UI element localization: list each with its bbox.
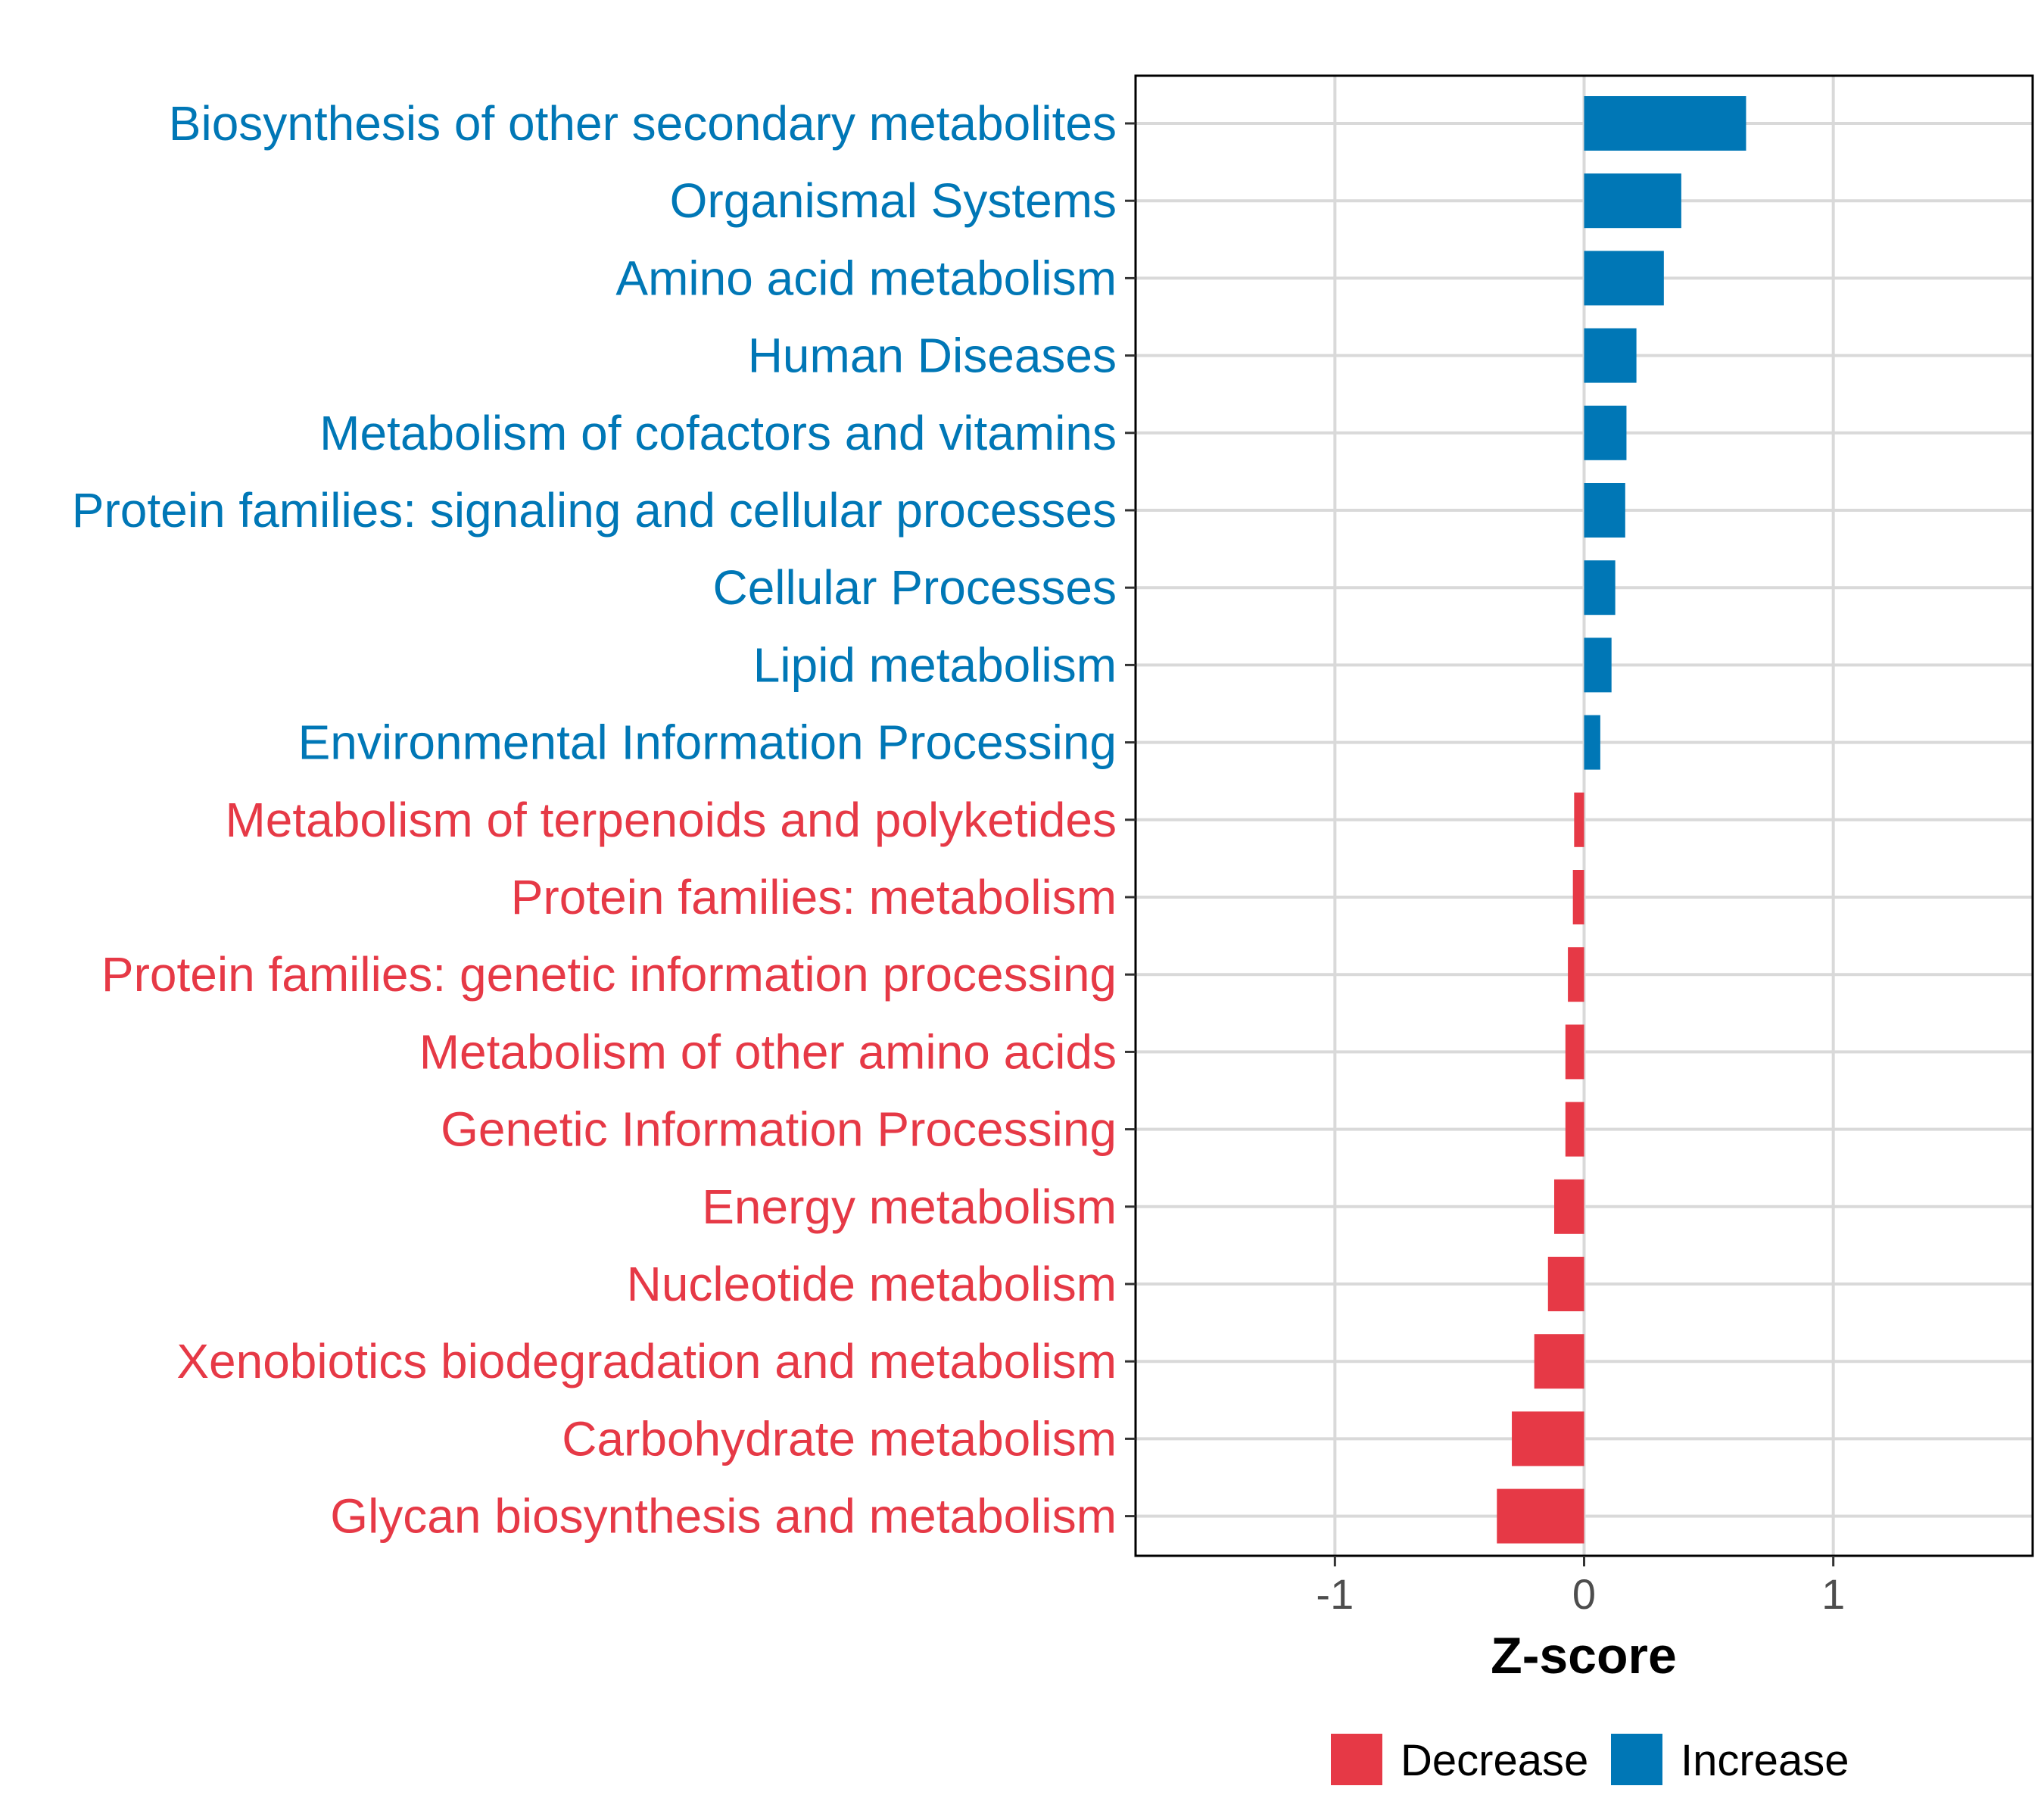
category-label: Energy metabolism [702, 1180, 1117, 1234]
bar [1584, 483, 1625, 538]
bar [1547, 1257, 1584, 1311]
bar [1584, 715, 1600, 770]
bar [1584, 96, 1746, 151]
category-label: Lipid metabolism [753, 637, 1117, 692]
category-label: Organismal Systems [670, 173, 1117, 228]
x-tick-label: 0 [1572, 1570, 1596, 1618]
category-label: Cellular Processes [712, 560, 1117, 615]
category-label: Nucleotide metabolism [627, 1257, 1117, 1311]
category-label: Human Diseases [748, 329, 1117, 383]
x-axis-title: Z-score [1491, 1627, 1677, 1685]
bar [1584, 251, 1664, 306]
category-label: Genetic Information Processing [441, 1102, 1117, 1157]
category-label: Glycan biosynthesis and metabolism [330, 1489, 1117, 1544]
category-label: Carbohydrate metabolism [562, 1411, 1117, 1466]
category-label: Xenobiotics biodegradation and metabolis… [176, 1334, 1117, 1388]
bar [1512, 1411, 1584, 1466]
x-axis: -1 0 1 [1316, 1556, 1845, 1618]
bars [1497, 96, 1746, 1544]
category-label: Biosynthesis of other secondary metaboli… [169, 96, 1117, 151]
category-label: Metabolism of terpenoids and polyketides [225, 793, 1117, 847]
y-ticks [1125, 122, 1136, 1518]
category-label: Metabolism of cofactors and vitamins [319, 406, 1117, 460]
bar [1584, 173, 1681, 229]
bar [1584, 637, 1612, 693]
bar [1584, 328, 1637, 383]
legend-label-decrease: Decrease [1401, 1736, 1588, 1785]
bar [1584, 405, 1627, 460]
category-label: Protein families: genetic information pr… [101, 947, 1117, 1002]
category-label: Protein families: metabolism [511, 870, 1117, 924]
bar [1497, 1488, 1584, 1544]
bar [1572, 870, 1584, 924]
legend-label-increase: Increase [1681, 1736, 1849, 1785]
bar [1568, 947, 1584, 1002]
category-label: Environmental Information Processing [298, 715, 1117, 770]
category-label: Metabolism of other amino acids [419, 1024, 1117, 1079]
legend: Decrease Increase [1331, 1734, 1849, 1785]
category-label: Protein families: signaling and cellular… [72, 483, 1117, 538]
x-tick-label: 1 [1821, 1570, 1845, 1618]
bar [1584, 560, 1616, 616]
legend-swatch-decrease [1331, 1734, 1382, 1785]
bar [1574, 792, 1584, 847]
legend-swatch-increase [1611, 1734, 1662, 1785]
bar [1554, 1179, 1584, 1234]
bar [1565, 1024, 1584, 1080]
bar [1534, 1334, 1584, 1389]
bar [1565, 1102, 1584, 1157]
x-tick-label: -1 [1316, 1570, 1354, 1618]
category-label: Amino acid metabolism [615, 251, 1117, 305]
category-labels: Biosynthesis of other secondary metaboli… [72, 96, 1117, 1544]
